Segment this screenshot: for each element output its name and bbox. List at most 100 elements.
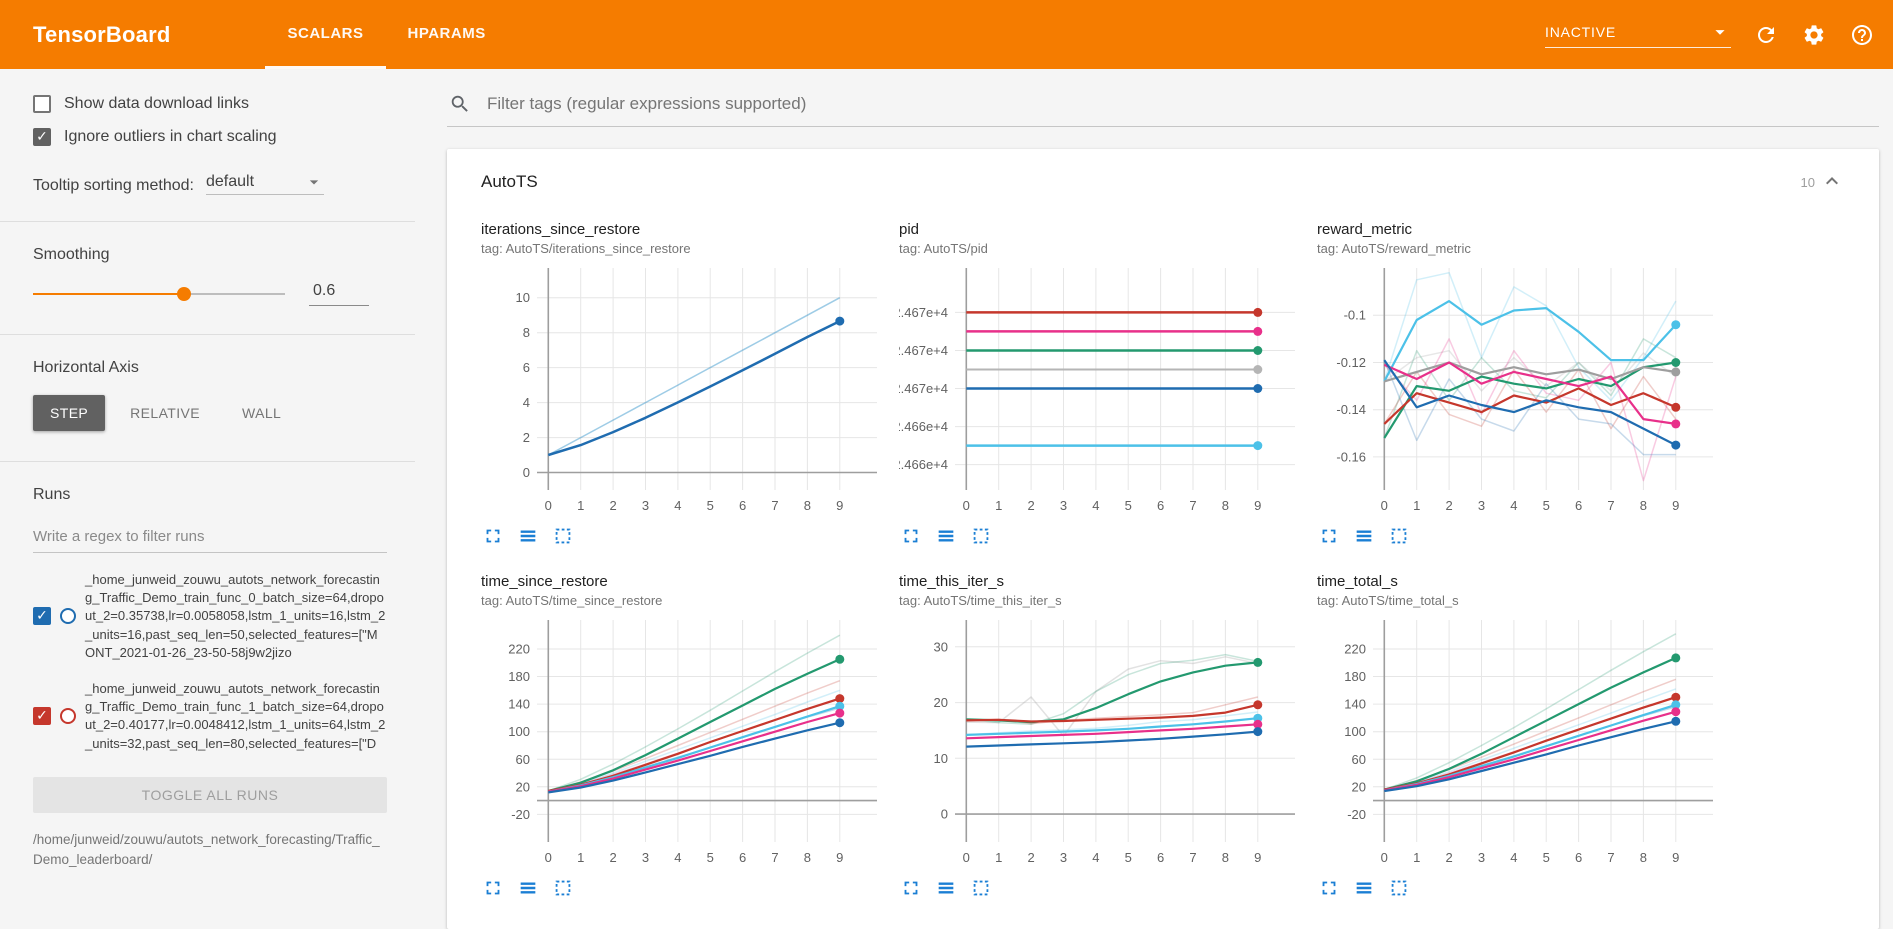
svg-text:5: 5 — [707, 850, 714, 865]
svg-text:1: 1 — [577, 498, 584, 513]
svg-text:4: 4 — [674, 850, 681, 865]
refresh-icon[interactable] — [1753, 22, 1779, 48]
svg-text:6: 6 — [1157, 498, 1164, 513]
run-radio[interactable] — [60, 708, 76, 725]
svg-text:1: 1 — [577, 850, 584, 865]
charts-grid: iterations_since_restore tag: AutoTS/ite… — [481, 221, 1845, 901]
app-title: TensorBoard — [33, 21, 171, 47]
expand-chart-icon[interactable] — [481, 875, 507, 901]
fit-domain-icon[interactable] — [1387, 523, 1413, 549]
axis-step-button[interactable]: STEP — [33, 395, 106, 431]
run-checkbox[interactable] — [33, 607, 51, 626]
chart-tag: tag: AutoTS/reward_metric — [1317, 241, 1471, 256]
slider-thumb[interactable] — [177, 287, 192, 301]
chart-plot[interactable]: 0 1 2 3 4 5 6 7 8 9 2.467e+4 2.467e+4 2.467e+4 2.466e… — [899, 260, 1303, 518]
fit-domain-icon[interactable] — [969, 875, 995, 901]
toggle-all-runs-button[interactable]: TOGGLE ALL RUNS — [33, 776, 387, 813]
run-label: _home_junweid_zouwu_autots_network_forec… — [85, 680, 386, 751]
fit-domain-icon[interactable] — [551, 875, 577, 901]
svg-text:8: 8 — [1640, 850, 1647, 865]
slider-fill — [33, 293, 185, 295]
svg-text:2.466e+4: 2.466e+4 — [899, 419, 948, 434]
svg-text:9: 9 — [1254, 850, 1261, 865]
svg-text:30: 30 — [934, 639, 948, 654]
svg-text:180: 180 — [508, 669, 530, 684]
tooltip-sorting-select[interactable]: default — [205, 172, 324, 195]
collapse-section-button[interactable] — [1819, 169, 1845, 195]
smoothing-slider[interactable] — [33, 287, 285, 301]
fit-domain-icon[interactable] — [1387, 875, 1413, 901]
chart-title: time_total_s — [1317, 573, 1398, 590]
chart-plot[interactable]: 0 1 2 3 4 5 6 7 8 9 220 180 140 100 60 20 -20 — [481, 612, 885, 870]
smoothing-value[interactable]: 0.6 — [309, 282, 369, 306]
expand-chart-icon[interactable] — [899, 523, 925, 549]
chart-tag: tag: AutoTS/pid — [899, 241, 988, 256]
tag-filter-input[interactable] — [485, 93, 1875, 115]
svg-text:3: 3 — [642, 498, 649, 513]
axis-wall-button[interactable]: WALL — [225, 395, 298, 431]
chart-title: time_this_iter_s — [899, 573, 1005, 590]
svg-text:8: 8 — [1222, 498, 1229, 513]
svg-text:-20: -20 — [1347, 807, 1366, 822]
svg-text:8: 8 — [1640, 498, 1647, 513]
fit-domain-icon[interactable] — [969, 523, 995, 549]
svg-text:60: 60 — [1352, 752, 1366, 767]
run-item[interactable]: _home_junweid_zouwu_autots_network_forec… — [33, 571, 387, 662]
expand-chart-icon[interactable] — [481, 523, 507, 549]
svg-text:5: 5 — [707, 498, 714, 513]
svg-text:3: 3 — [1478, 850, 1485, 865]
svg-text:0: 0 — [941, 807, 948, 822]
runs-table-icon[interactable] — [934, 875, 960, 901]
tab-hparams[interactable]: HPARAMS — [407, 24, 486, 42]
main-content: AutoTS 10 iterations_since_restore tag: … — [415, 69, 1893, 929]
run-radio[interactable] — [60, 608, 76, 625]
runs-table-icon[interactable] — [1352, 523, 1378, 549]
help-icon[interactable] — [1849, 22, 1875, 48]
svg-text:7: 7 — [1607, 850, 1614, 865]
svg-text:1: 1 — [1413, 498, 1420, 513]
axis-relative-button[interactable]: RELATIVE — [113, 395, 217, 431]
svg-text:6: 6 — [523, 360, 530, 375]
tooltip-sorting-value: default — [205, 173, 255, 190]
horizontal-axis-label: Horizontal Axis — [33, 359, 139, 376]
svg-text:9: 9 — [1672, 850, 1679, 865]
chart-tag: tag: AutoTS/time_this_iter_s — [899, 593, 1062, 608]
tag-group-count: 10 — [1800, 174, 1815, 190]
chart-tag: tag: AutoTS/time_total_s — [1317, 593, 1459, 608]
svg-text:8: 8 — [804, 850, 811, 865]
status-dropdown[interactable]: INACTIVE — [1545, 21, 1731, 48]
tag-group-title[interactable]: AutoTS — [481, 172, 538, 191]
svg-text:1: 1 — [1413, 850, 1420, 865]
runs-table-icon[interactable] — [516, 523, 542, 549]
runs-table-icon[interactable] — [934, 523, 960, 549]
svg-text:0: 0 — [963, 850, 970, 865]
chart-plot[interactable]: 0 1 2 3 4 5 6 7 8 9 30 20 10 0 — [899, 612, 1303, 870]
svg-text:180: 180 — [1344, 669, 1366, 684]
chart-plot[interactable]: 0 1 2 3 4 5 6 7 8 9 -0.1 -0.12 -0.14 -0.16 — [1317, 260, 1721, 518]
runs-table-icon[interactable] — [1352, 875, 1378, 901]
runs-table-icon[interactable] — [516, 875, 542, 901]
run-item[interactable]: _home_junweid_zouwu_autots_network_forec… — [33, 680, 387, 753]
svg-text:9: 9 — [1254, 498, 1261, 513]
svg-text:2: 2 — [523, 430, 530, 445]
expand-chart-icon[interactable] — [1317, 523, 1343, 549]
chart-plot[interactable]: 0 1 2 3 4 5 6 7 8 9 220 180 140 100 60 20 -20 — [1317, 612, 1721, 870]
ignore-outliers-option[interactable]: Ignore outliers in chart scaling — [33, 128, 387, 146]
fit-domain-icon[interactable] — [551, 523, 577, 549]
tab-scalars[interactable]: SCALARS — [265, 0, 386, 69]
svg-text:9: 9 — [1672, 498, 1679, 513]
svg-text:4: 4 — [1510, 850, 1517, 865]
expand-chart-icon[interactable] — [1317, 875, 1343, 901]
svg-text:3: 3 — [642, 850, 649, 865]
chart-plot[interactable]: 0 1 2 3 4 5 6 7 8 9 10 8 6 4 2 0 — [481, 260, 885, 518]
show-download-links-option[interactable]: Show data download links — [33, 95, 387, 113]
runs-filter-input[interactable] — [33, 524, 387, 553]
expand-chart-icon[interactable] — [899, 875, 925, 901]
checkbox-icon[interactable] — [33, 128, 51, 146]
svg-text:2: 2 — [609, 850, 616, 865]
svg-text:0: 0 — [963, 498, 970, 513]
log-directory-path: /home/junweid/zouwu/autots_network_forec… — [33, 831, 380, 867]
run-checkbox[interactable] — [33, 707, 51, 726]
checkbox-icon[interactable] — [33, 95, 51, 113]
settings-icon[interactable] — [1801, 22, 1827, 48]
